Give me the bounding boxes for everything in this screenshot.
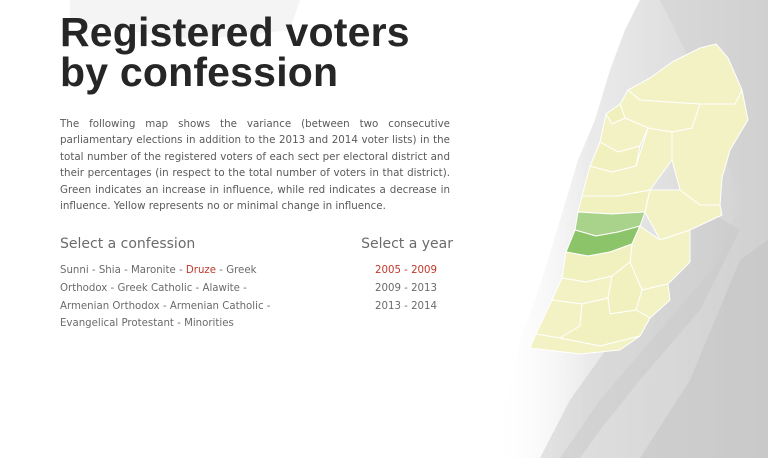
- confession-separator: -: [216, 265, 227, 277]
- page-title: Registered voters by confession: [60, 9, 450, 95]
- confession-separator: -: [192, 283, 203, 295]
- confession-option[interactable]: Shia: [98, 265, 121, 277]
- confession-separator: -: [173, 318, 185, 330]
- year-option[interactable]: 2013 - 2014: [375, 300, 438, 312]
- confession-heading: Select a confession: [60, 236, 196, 253]
- confession-option[interactable]: Druze: [185, 265, 217, 277]
- top-shading: [70, 0, 300, 40]
- year-list: 2005 - 2009 2009 - 2013 2013 - 2014: [353, 262, 453, 315]
- confession-option[interactable]: Sunni: [60, 265, 89, 277]
- year-heading: Select a year: [361, 236, 453, 253]
- confession-separator: -: [120, 265, 131, 277]
- confession-option[interactable]: Armenian Orthodox: [60, 300, 160, 312]
- district-marjayoun-hasbaya[interactable]: [635, 283, 671, 319]
- confession-separator: -: [175, 265, 186, 277]
- district-south-border[interactable]: [529, 333, 641, 355]
- confession-separator: -: [159, 300, 170, 312]
- confession-option[interactable]: Evangelical Protestant: [60, 318, 174, 330]
- confession-option[interactable]: Minorities: [184, 318, 234, 330]
- year-option[interactable]: 2009 - 2013: [375, 283, 438, 295]
- confession-option[interactable]: Greek Orthodox: [60, 265, 257, 295]
- confession-option[interactable]: Alawite: [202, 283, 240, 295]
- title-line-2: by confession: [60, 49, 339, 95]
- confession-selector: Select a confession Sunni - Shia - Maron…: [60, 236, 275, 332]
- year-selector: Select a year 2005 - 2009 2009 - 2013 2013…: [353, 236, 453, 315]
- title-line-1: Registered voters: [60, 9, 410, 55]
- confession-separator: -: [88, 265, 99, 277]
- confession-option[interactable]: Greek Catholic: [117, 283, 193, 295]
- confession-list: Sunni - Shia - Maronite - Druze - Greek …: [60, 262, 275, 332]
- confession-separator: -: [263, 300, 271, 312]
- year-option[interactable]: 2005 - 2009: [375, 265, 438, 277]
- confession-option[interactable]: Armenian Catholic: [169, 300, 264, 312]
- description: The following map shows the variance (be…: [60, 118, 450, 213]
- district-zahle[interactable]: [644, 189, 723, 241]
- content-panel: Registered voters by confession The foll…: [60, 9, 453, 336]
- lebanon-map: [529, 43, 749, 355]
- selectors: Select a confession Sunni - Shia - Maron…: [60, 236, 453, 336]
- confession-separator: -: [239, 283, 247, 295]
- confession-option[interactable]: Maronite: [130, 265, 176, 277]
- confession-separator: -: [107, 283, 118, 295]
- terrain-dark-ridge: [640, 240, 768, 458]
- district-bint-jbeil[interactable]: [559, 297, 651, 347]
